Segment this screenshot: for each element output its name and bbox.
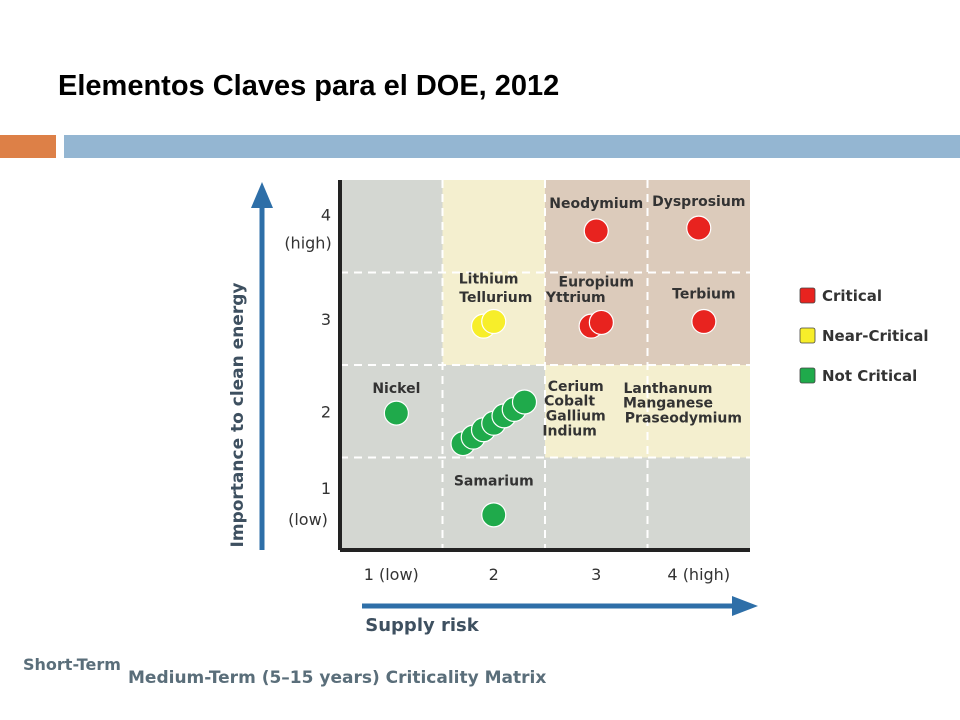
legend-label: Near-Critical (822, 327, 929, 345)
annotation-label: Tellurium (459, 290, 532, 306)
x-tick-label: 1 (low) (364, 565, 419, 584)
annotation-label: Europium (559, 274, 634, 290)
annotation-label: Terbium (672, 286, 735, 302)
legend-swatch-critical (799, 287, 816, 304)
annotation-label: Yttrium (545, 290, 606, 306)
y-axis-title: Importance to clean energy (228, 283, 248, 548)
legend-swatch-near-critical (799, 327, 816, 344)
data-point-not-critical (383, 400, 409, 426)
x-tick-label: 2 (489, 565, 499, 584)
accent-bar-orange (0, 135, 56, 158)
y-tick-label: 4 (321, 205, 331, 224)
caption-short-term: Short-Term (23, 655, 121, 674)
legend-label: Critical (822, 287, 882, 305)
slide-title: Elementos Claves para el DOE, 2012 (58, 70, 560, 102)
accent-bar-blue (64, 135, 960, 158)
data-point-critical (691, 308, 717, 335)
annotation-label: Gallium (546, 409, 606, 425)
annotation-label: Indium (542, 423, 597, 439)
data-point-critical (583, 218, 609, 244)
annotation-label: Neodymium (549, 196, 643, 212)
x-axis-arrowhead (732, 596, 758, 616)
legend-swatch-not-critical (799, 367, 816, 384)
x-tick-label: 3 (591, 565, 601, 584)
annotation-label: Nickel (372, 381, 420, 397)
data-point-near-critical (481, 308, 507, 335)
x-tick-label: 4 (high) (667, 565, 730, 584)
annotation-label: Cobalt (544, 394, 595, 410)
y-tick-sublabel: (low) (288, 510, 328, 529)
data-point-not-critical (481, 502, 507, 528)
caption-medium-term: Medium-Term (5–15 years) Criticality Mat… (128, 668, 547, 688)
annotation-label: Lanthanum (624, 381, 713, 397)
annotation-label: Dysprosium (652, 194, 745, 210)
annotation-label: Lithium (459, 272, 519, 288)
data-point-critical (588, 309, 614, 336)
y-tick-label: 3 (321, 310, 331, 329)
data-point-not-critical (511, 389, 538, 415)
y-axis-arrowhead (251, 182, 273, 208)
y-tick-sublabel: (high) (284, 233, 331, 252)
annotation-label: Praseodymium (625, 410, 742, 426)
x-axis-title: Supply risk (365, 615, 479, 636)
y-tick-label: 1 (321, 479, 331, 498)
annotation-label: Samarium (454, 473, 534, 489)
legend-label: Not Critical (822, 367, 917, 385)
annotation-label: Manganese (623, 396, 713, 412)
annotation-label: Cerium (548, 379, 604, 395)
y-tick-label: 2 (321, 402, 331, 421)
data-point-critical (686, 215, 712, 241)
